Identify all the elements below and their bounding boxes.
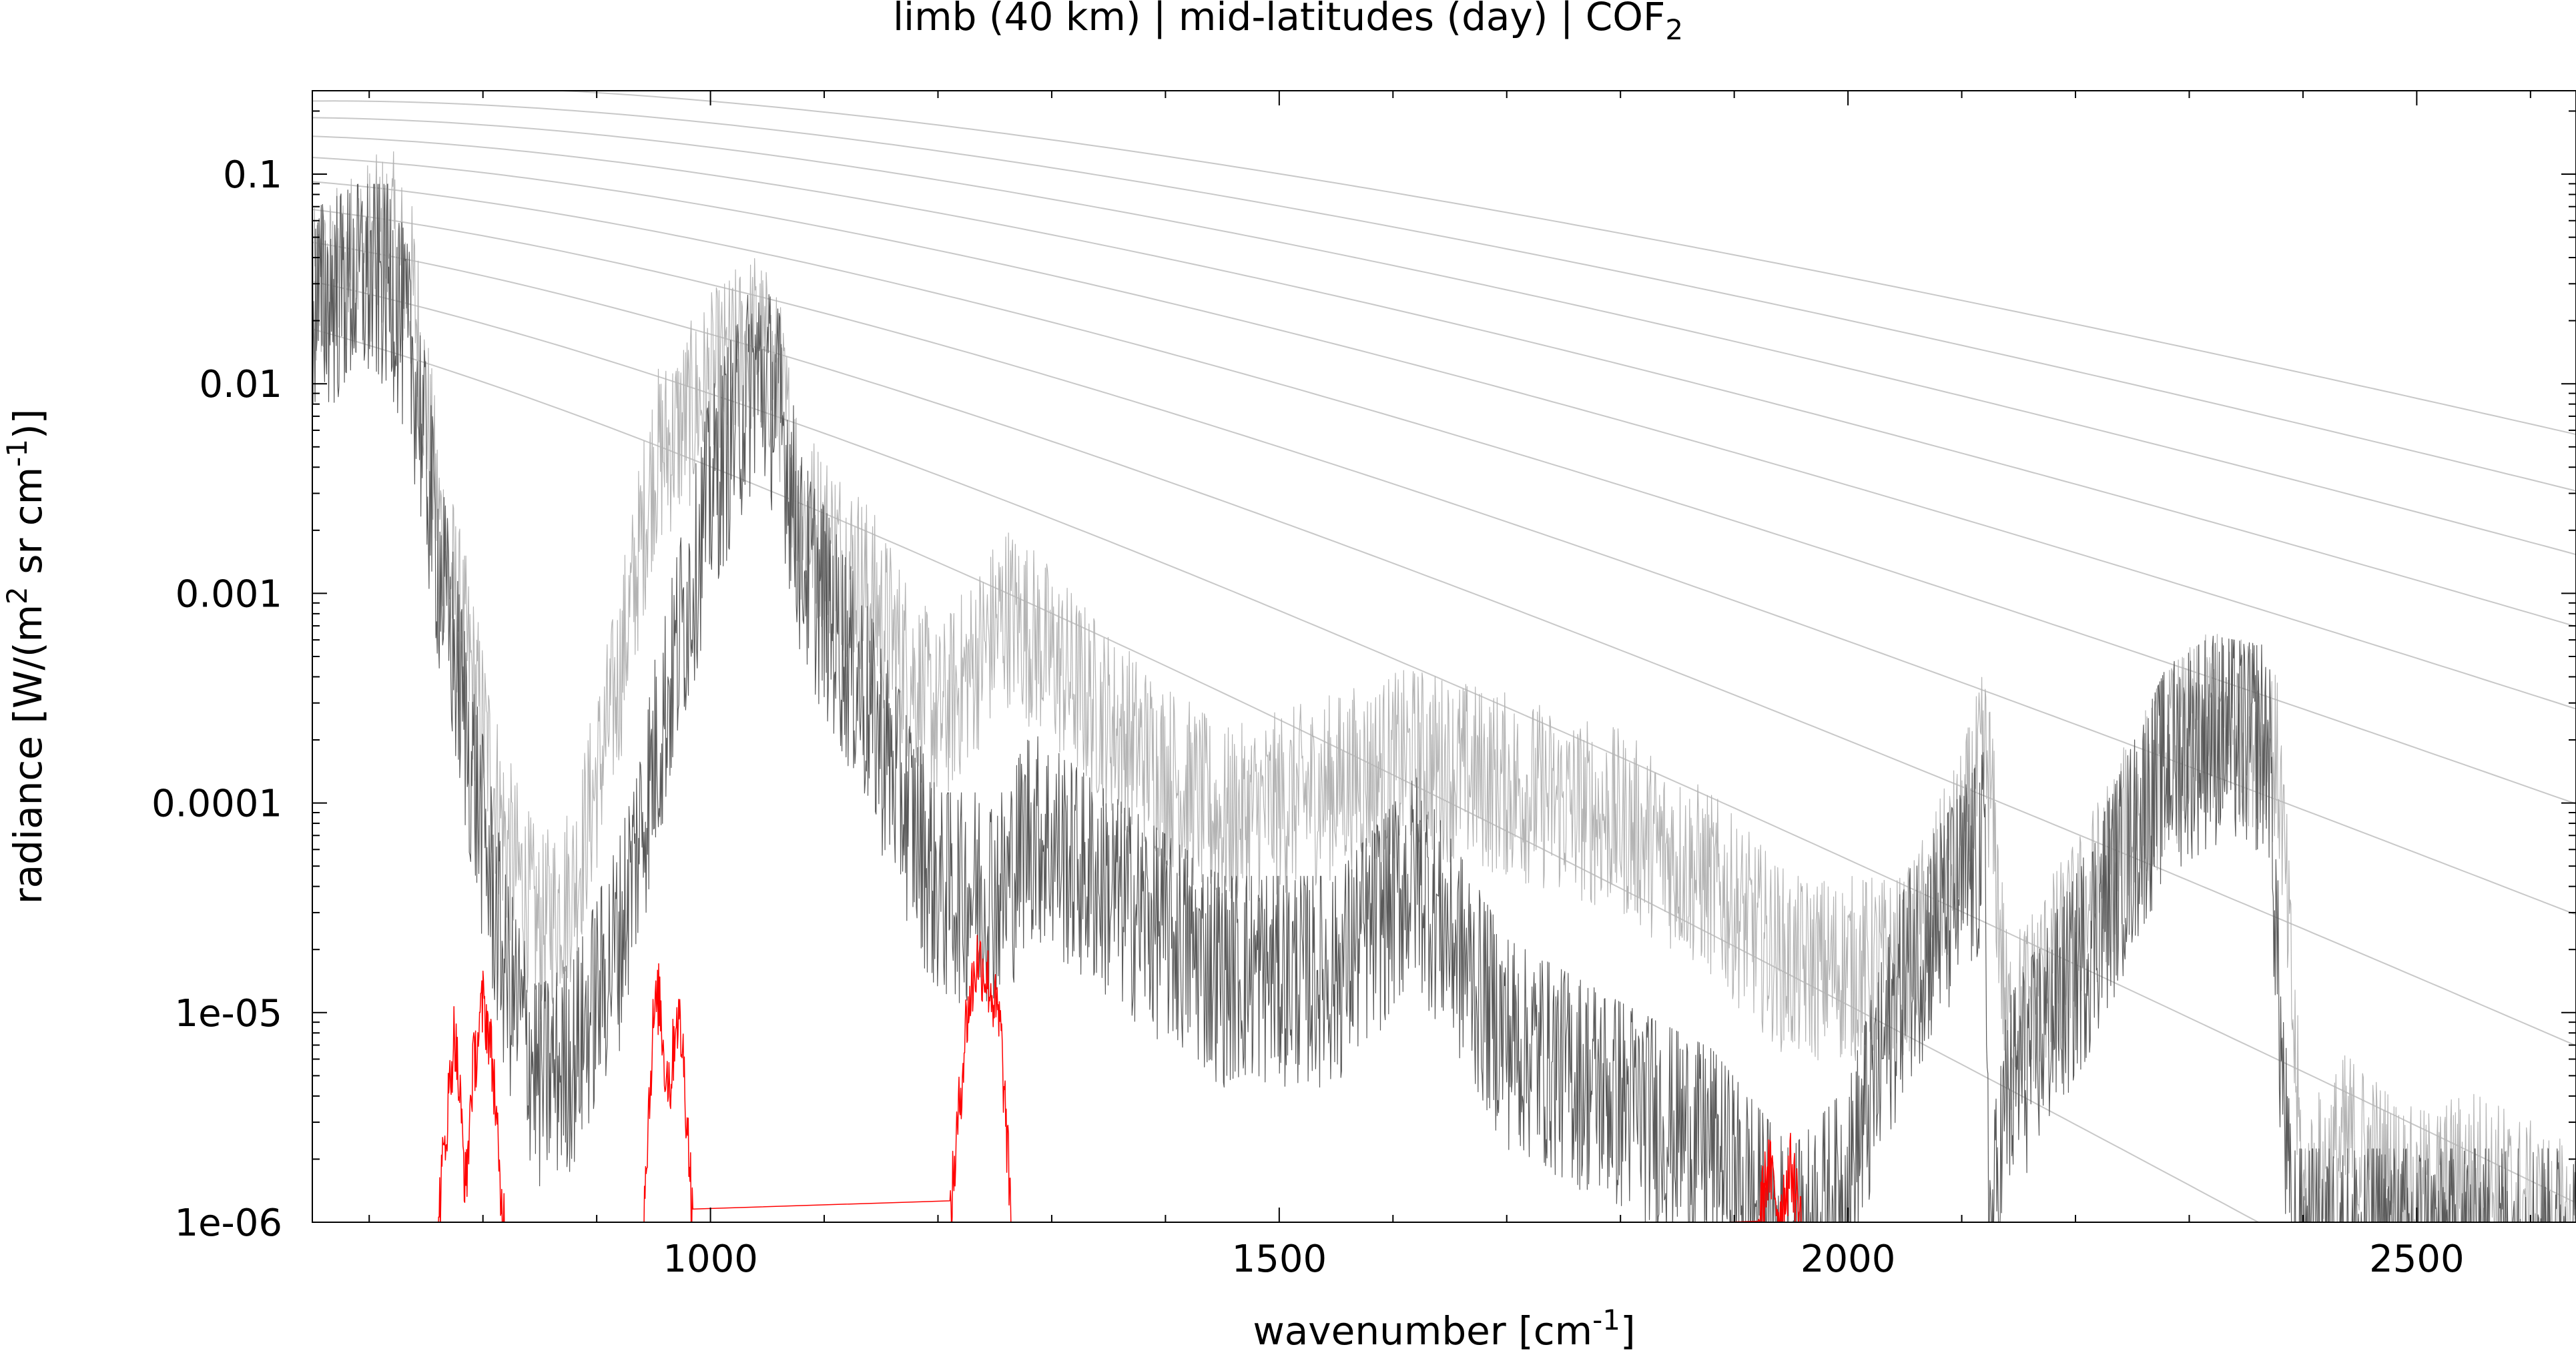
chart-title: limb (40 km) | mid-latitudes (day) | COF… <box>893 0 1683 46</box>
series-line-2 <box>438 935 1802 1222</box>
y-tick-label: 0.0001 <box>151 783 282 826</box>
y-tick-label: 0.001 <box>176 572 282 616</box>
reference-curve <box>312 135 2576 627</box>
reference-curve <box>312 242 2576 1047</box>
reference-curve <box>549 91 2576 436</box>
x-tick-label: 2000 <box>1801 1238 1896 1281</box>
reference-curve <box>312 157 2576 710</box>
reference-curves <box>312 91 2576 1222</box>
y-tick-label: 0.01 <box>199 363 282 406</box>
series-layer <box>312 151 2576 1222</box>
x-tick-label: 1500 <box>1232 1238 1327 1281</box>
x-tick-label: 2500 <box>2369 1238 2465 1281</box>
series-line-1 <box>312 183 2576 1222</box>
reference-curve <box>312 100 2576 492</box>
y-axis: 0.1 0.01 0.001 0.0001 1e-05 1e-06 <box>151 110 2576 1245</box>
x-tick-label: 1000 <box>663 1238 758 1281</box>
y-tick-label: 1e-05 <box>174 992 282 1035</box>
y-tick-label: 1e-06 <box>174 1202 282 1245</box>
reference-curve <box>312 280 2576 1204</box>
reference-curve <box>312 117 2576 556</box>
y-axis-label: radiance [W/(m2 sr cm-1)] <box>1 409 51 905</box>
x-axis-label: wavenumber [cm-1] <box>1253 1304 1635 1354</box>
x-axis: 1000 1500 2000 2500 <box>368 91 2531 1281</box>
y-tick-label: 0.1 <box>223 153 282 197</box>
